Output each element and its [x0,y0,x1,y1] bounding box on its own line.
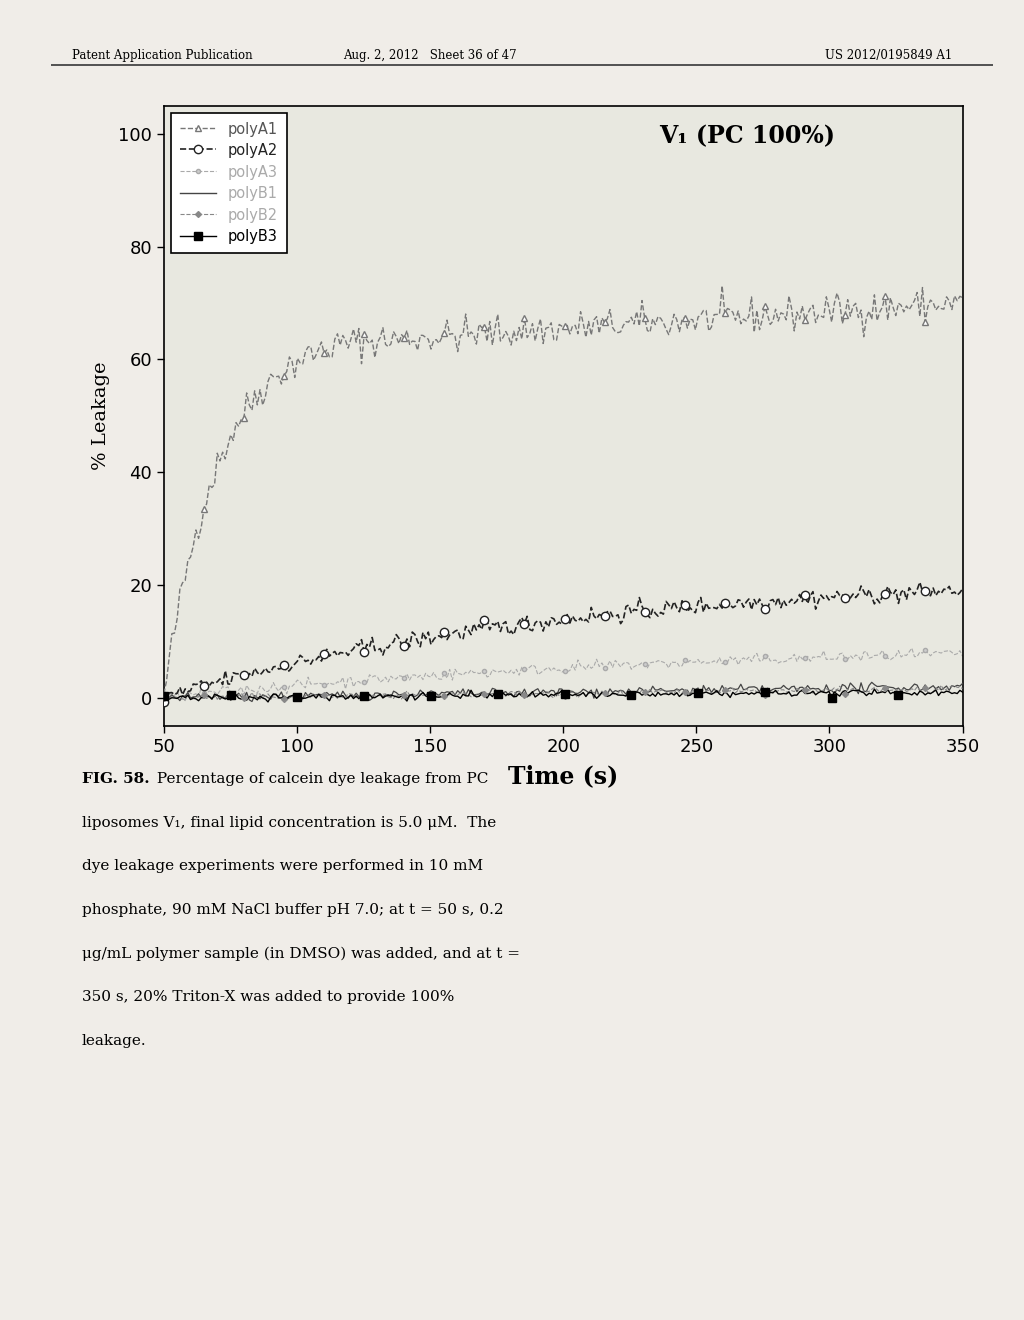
Y-axis label: % Leakage: % Leakage [92,362,110,470]
Legend: polyA1, polyA2, polyA3, polyB1, polyB2, polyB3: polyA1, polyA2, polyA3, polyB1, polyB2, … [171,114,287,253]
Text: leakage.: leakage. [82,1034,146,1048]
Text: Patent Application Publication: Patent Application Publication [72,49,252,62]
Text: phosphate, 90 mM NaCl buffer pH 7.0; at t = 50 s, 0.2: phosphate, 90 mM NaCl buffer pH 7.0; at … [82,903,504,917]
Text: 350 s, 20% Triton-X was added to provide 100%: 350 s, 20% Triton-X was added to provide… [82,990,455,1005]
Text: Percentage of calcein dye leakage from PC: Percentage of calcein dye leakage from P… [152,772,487,787]
Text: dye leakage experiments were performed in 10 mM: dye leakage experiments were performed i… [82,859,483,874]
Text: Aug. 2, 2012   Sheet 36 of 47: Aug. 2, 2012 Sheet 36 of 47 [343,49,517,62]
Text: μg/mL polymer sample (in DMSO) was added, and at t =: μg/mL polymer sample (in DMSO) was added… [82,946,520,961]
Text: US 2012/0195849 A1: US 2012/0195849 A1 [825,49,952,62]
Text: liposomes V₁, final lipid concentration is 5.0 μM.  The: liposomes V₁, final lipid concentration … [82,816,497,830]
X-axis label: Time (s): Time (s) [508,764,618,788]
Text: FIG. 58.: FIG. 58. [82,772,150,787]
Text: V₁ (PC 100%): V₁ (PC 100%) [658,124,835,148]
